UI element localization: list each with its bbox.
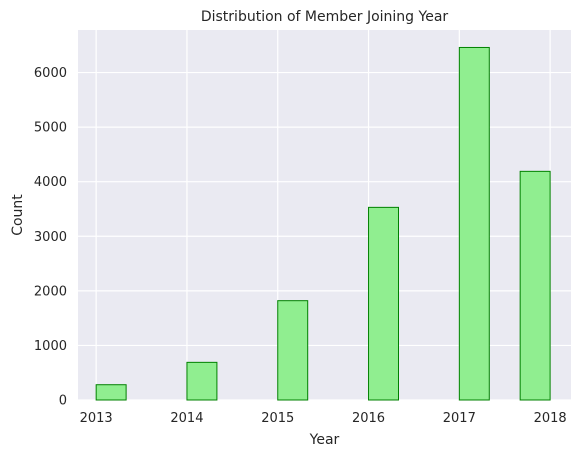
bar-3 — [368, 206, 399, 401]
bar-1 — [186, 361, 218, 401]
bar-4 — [458, 46, 490, 401]
x-axis-ticks: 2013 2014 2015 2016 2017 2018 — [80, 411, 567, 426]
y-tick-label: 0 — [59, 394, 67, 409]
y-tick-label: 3000 — [34, 230, 67, 245]
plot-area — [78, 30, 571, 400]
x-axis-label: Year — [309, 432, 340, 448]
x-tick-label: 2017 — [443, 411, 476, 426]
bar-5 — [519, 170, 551, 401]
y-axis-label: Count — [10, 194, 26, 236]
x-tick-label: 2015 — [261, 411, 294, 426]
chart-title: Distribution of Member Joining Year — [201, 9, 449, 25]
y-axis-ticks: 0 1000 2000 3000 4000 5000 6000 — [34, 66, 67, 408]
bar-0 — [95, 384, 127, 401]
y-tick-label: 1000 — [34, 339, 67, 354]
x-tick-label: 2014 — [170, 411, 203, 426]
bars — [95, 46, 551, 401]
y-tick-label: 2000 — [34, 284, 67, 299]
y-tick-label: 5000 — [34, 121, 67, 136]
x-tick-label: 2013 — [80, 411, 113, 426]
x-tick-label: 2018 — [534, 411, 567, 426]
y-tick-label: 6000 — [34, 66, 67, 81]
x-tick-label: 2016 — [352, 411, 385, 426]
bar-2 — [277, 300, 309, 401]
y-tick-label: 4000 — [34, 175, 67, 190]
